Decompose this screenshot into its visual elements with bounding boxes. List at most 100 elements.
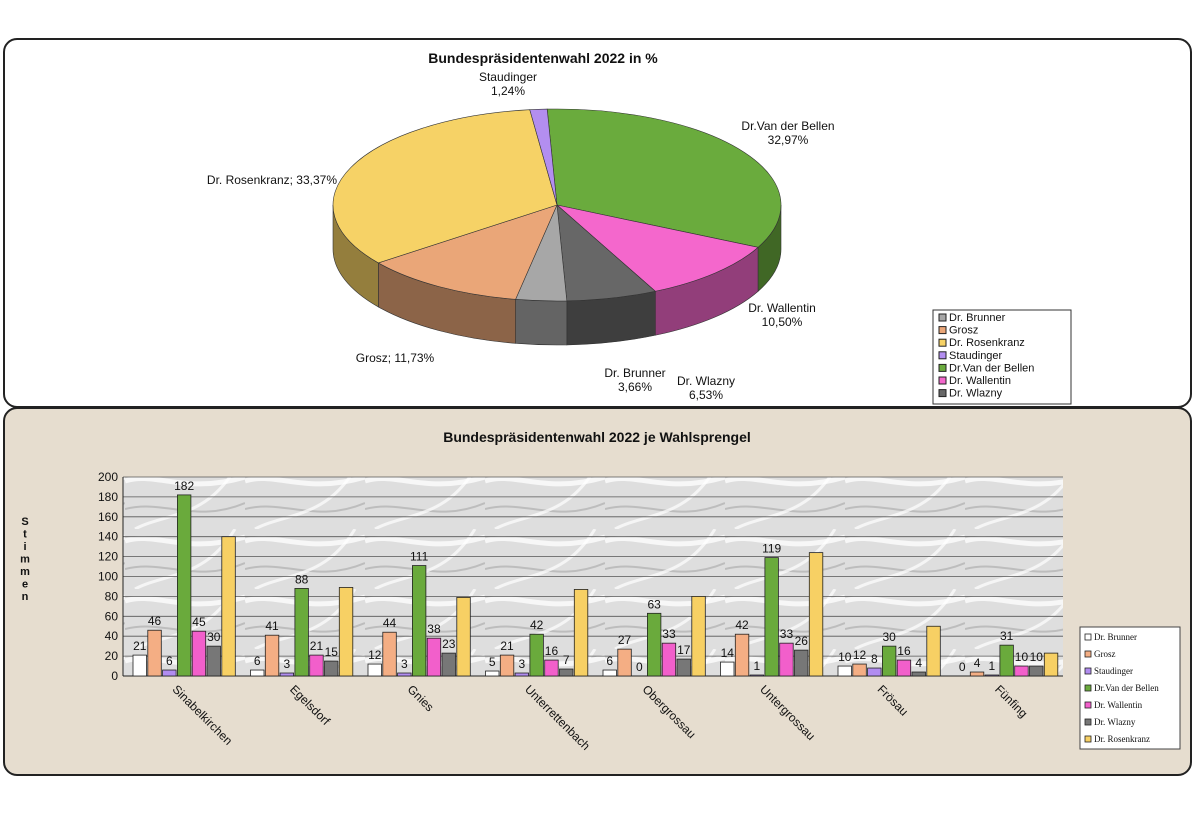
pie-legend-swatch-dr-brunner [938, 313, 947, 322]
pie-chart-panel: Bundespräsidentenwahl 2022 in % Dr.Van d… [3, 38, 1192, 408]
bar-grosz-egelsdorf [264, 634, 280, 677]
bar-y-tick: 20 [105, 649, 119, 663]
pie-legend-swatch-grosz [938, 326, 947, 335]
pie-value-dr-wallentin: 10,50% [762, 315, 803, 329]
bar-label-dr-wlazny-gnies: 23 [442, 637, 456, 651]
bar-staudinger-gnies [397, 672, 412, 677]
bar-dr-wallentin-unterrettenbach [544, 659, 559, 677]
bar-legend-swatch-dr-van-der-bellen [1084, 684, 1092, 692]
bar-label-dr-wallentin-fr-sau: 16 [897, 644, 911, 658]
bar-legend-swatch-staudinger [1084, 667, 1092, 675]
bar-dr-van-der-bellen-unterrettenbach [529, 633, 544, 677]
bar-dr-rosenkranz-untergrossau [808, 552, 824, 677]
bar-staudinger-f-nfing [984, 674, 999, 677]
bar-label-staudinger-fr-sau: 8 [871, 652, 878, 666]
bar-label-staudinger-egelsdorf: 3 [284, 657, 291, 671]
pie-legend-swatch-dr-wlazny [938, 389, 947, 398]
bar-legend-swatch-dr-brunner [1084, 633, 1092, 641]
bar-label-grosz-unterrettenbach: 21 [500, 639, 514, 653]
bar-dr-brunner-obergrossau [602, 669, 617, 677]
pie-legend-swatch-staudinger [938, 351, 947, 360]
bar-legend-swatch-dr-wallentin [1084, 701, 1092, 709]
bar-x-tick-unterrettenbach: Unterrettenbach [522, 682, 593, 753]
bar-label-dr-van-der-bellen-egelsdorf: 88 [295, 572, 309, 586]
bar-chart-panel: Bundespräsidentenwahl 2022 je Wahlspreng… [3, 407, 1192, 776]
bar-x-tick-f-nfing: Fünfing [992, 682, 1030, 720]
pie-legend-swatch-dr-van-der-bellen [938, 363, 947, 372]
pie-legend-swatch-dr-rosenkranz [938, 338, 947, 347]
bar-label-dr-brunner-sinabelkirchen: 21 [133, 639, 147, 653]
bar-legend-entry-dr-van-der-bellen: Dr.Van der Bellen [1094, 683, 1159, 693]
bar-dr-rosenkranz-gnies [456, 596, 471, 677]
bar-dr-rosenkranz-egelsdorf [338, 587, 354, 677]
bar-y-tick: 140 [98, 530, 118, 544]
bar-dr-brunner-gnies [367, 663, 382, 677]
pie-label-dr-wallentin: Dr. Wallentin [748, 301, 816, 315]
bar-chart: Bundespräsidentenwahl 2022 je Wahlspreng… [20, 429, 1181, 753]
bar-label-dr-wallentin-obergrossau: 33 [662, 627, 676, 641]
pie-slice-dr-rosenkranz [332, 109, 558, 264]
bar-y-tick: 80 [105, 589, 119, 603]
bar-legend-entry-dr-wlazny: Dr. Wlazny [1094, 717, 1136, 727]
bar-label-dr-wlazny-untergrossau: 26 [795, 634, 809, 648]
pie-label-dr-brunner: Dr. Brunner [604, 366, 665, 380]
pie-side-dr-brunner [515, 299, 568, 346]
bar-dr-wlazny-egelsdorf [324, 660, 339, 677]
bar-dr-rosenkranz-unterrettenbach [573, 589, 589, 677]
bar-grosz-obergrossau [617, 648, 632, 677]
bar-label-dr-brunner-obergrossau: 6 [606, 654, 613, 668]
pie-legend-entry-dr-wallentin: Dr. Wallentin [949, 375, 1011, 387]
bar-dr-van-der-bellen-egelsdorf [294, 588, 309, 677]
bar-label-staudinger-f-nfing: 1 [989, 659, 996, 673]
bar-label-dr-wlazny-egelsdorf: 15 [325, 645, 339, 659]
pie-chart-title: Bundespräsidentenwahl 2022 in % [428, 50, 658, 66]
bar-dr-van-der-bellen-fr-sau [882, 645, 897, 677]
bar-staudinger-egelsdorf [279, 672, 295, 677]
bar-legend-entry-grosz: Grosz [1094, 649, 1116, 659]
bar-label-dr-wallentin-f-nfing: 10 [1015, 650, 1029, 664]
bar-x-tick-sinabelkirchen: Sinabelkirchen [170, 682, 236, 748]
bar-dr-rosenkranz-f-nfing [1043, 652, 1059, 677]
bar-dr-wlazny-gnies [441, 652, 456, 677]
bar-dr-brunner-egelsdorf [250, 669, 265, 677]
bar-y-tick: 120 [98, 550, 118, 564]
bar-label-dr-brunner-f-nfing: 0 [959, 660, 966, 674]
bar-y-tick: 60 [105, 609, 119, 623]
bar-dr-van-der-bellen-gnies [411, 565, 427, 677]
bar-y-tick: 200 [98, 470, 118, 484]
bar-legend-entry-dr-wallentin: Dr. Wallentin [1094, 700, 1143, 710]
pie-value-dr-van-der-bellen: 32,97% [768, 133, 809, 147]
bar-dr-wallentin-egelsdorf [309, 654, 324, 677]
bar-legend-entry-dr-rosenkranz: Dr. Rosenkranz [1094, 734, 1150, 744]
pie-chart: Bundespräsidentenwahl 2022 in % Dr.Van d… [207, 50, 1072, 405]
bar-label-staudinger-obergrossau: 0 [636, 660, 643, 674]
bar-x-tick-obergrossau: Obergrossau [640, 682, 699, 741]
bar-label-dr-wlazny-sinabelkirchen: 30 [207, 630, 221, 644]
pie-label-dr-wlazny: Dr. Wlazny [677, 374, 735, 388]
bar-legend-swatch-grosz [1084, 650, 1092, 658]
bar-x-tick-fr-sau: Frösau [875, 682, 911, 718]
bar-label-dr-wallentin-untergrossau: 33 [780, 627, 794, 641]
bar-label-grosz-untergrossau: 42 [735, 618, 749, 632]
bar-label-staudinger-gnies: 3 [401, 657, 408, 671]
bar-dr-wallentin-obergrossau [661, 642, 677, 677]
bar-dr-wallentin-f-nfing [1014, 665, 1029, 677]
bar-label-dr-van-der-bellen-gnies: 111 [410, 550, 429, 564]
pie-value-dr-brunner: 3,66% [618, 380, 652, 394]
bar-legend-swatch-dr-rosenkranz [1084, 735, 1092, 743]
bar-label-grosz-gnies: 44 [383, 616, 397, 630]
bar-label-dr-wlazny-f-nfing: 10 [1030, 650, 1044, 664]
bar-label-dr-van-der-bellen-unterrettenbach: 42 [530, 618, 544, 632]
bar-label-dr-van-der-bellen-obergrossau: 63 [647, 597, 661, 611]
pie-label-dr-van-der-bellen: Dr.Van der Bellen [741, 119, 834, 133]
pie-label-dr-rosenkranz: Dr. Rosenkranz; 33,37% [207, 173, 337, 187]
bar-dr-van-der-bellen-sinabelkirchen [176, 494, 192, 677]
bar-grosz-gnies [382, 631, 397, 677]
bar-label-dr-wlazny-unterrettenbach: 7 [563, 653, 570, 667]
bar-x-tick-gnies: Gnies [405, 682, 437, 714]
pie-legend-entry-grosz: Grosz [949, 325, 978, 337]
bar-label-dr-brunner-untergrossau: 14 [721, 646, 735, 660]
pie-slice-dr-wallentin [555, 204, 759, 292]
bar-label-dr-van-der-bellen-fr-sau: 30 [882, 630, 896, 644]
bar-legend-entry-staudinger: Staudinger [1094, 666, 1133, 676]
